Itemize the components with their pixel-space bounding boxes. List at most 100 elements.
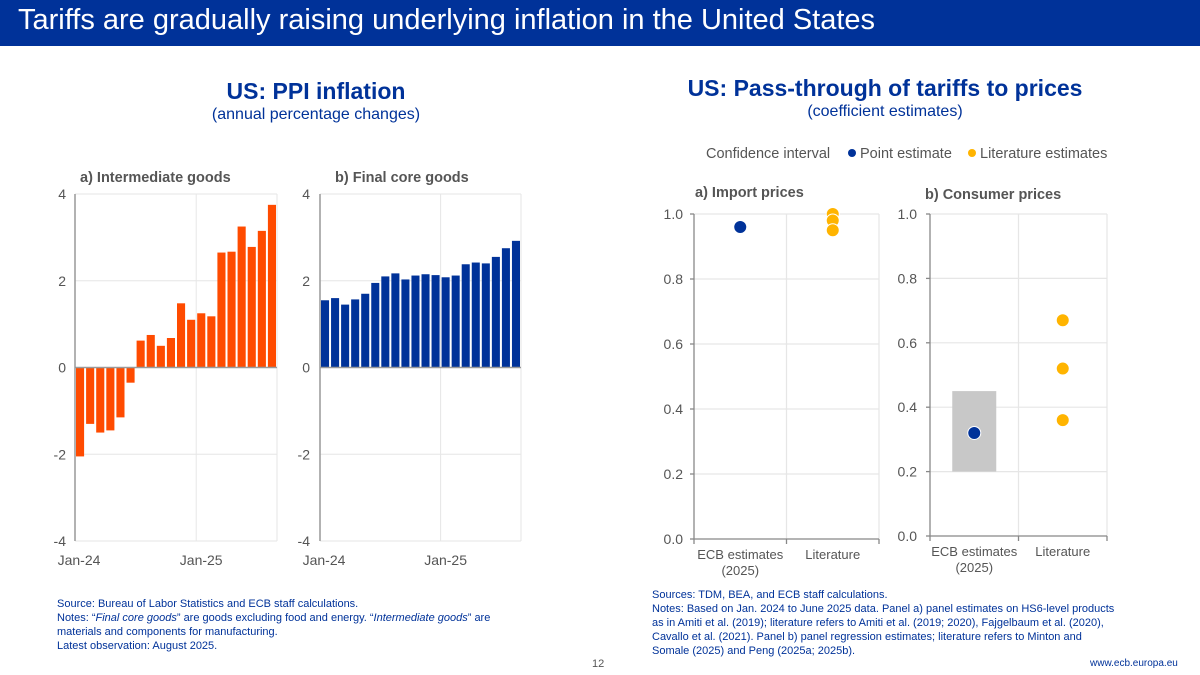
legend-point-estimate: Point estimate [860,146,952,162]
category-label: ECB estimates [697,547,783,562]
bar-Apr-24 [351,299,360,368]
category-label: ECB estimates [931,544,1017,559]
right-notes: Sources: TDM, BEA, and ECB staff calcula… [652,588,1122,658]
left-notes: Source: Bureau of Labor Statistics and E… [57,597,537,653]
bar-Mar-24 [96,367,105,433]
notes-mid: ” are goods excluding food and energy. “ [176,612,374,624]
left-latest-observation: Latest observation: August 2025. [57,640,218,652]
bar-Jun-25 [247,246,256,368]
y-tick-label: 0.8 [664,271,684,287]
y-tick-label: 0 [302,360,310,376]
y-tick-label: 0.0 [898,528,918,544]
category-label: Literature [1035,544,1090,559]
bar-Feb-24 [86,367,95,424]
bar-Mar-25 [461,264,470,368]
bar-Jan-25 [441,277,450,368]
legend-point-estimate-marker [848,149,856,157]
bar-Nov-24 [421,274,430,368]
bar-Jun-25 [491,256,500,368]
bar-Aug-25 [511,240,520,368]
point-estimate-dot [733,220,748,234]
bar-Sep-24 [156,345,165,368]
y-tick-label: 0.2 [664,466,684,482]
bar-Jan-24 [76,367,85,457]
category-label: (2025) [955,560,993,575]
notes-prefix: Notes: “ [57,612,96,624]
left-chart-title: US: PPI inflation [226,78,406,104]
legend-confidence-interval: Confidence interval [706,146,830,162]
bar-Mar-24 [341,304,350,368]
category-label: (2025) [721,563,759,578]
bar-Mar-25 [217,252,226,368]
y-tick-label: 2 [58,273,66,289]
y-tick-label: 1.0 [664,206,684,222]
literature-estimate-dot [1055,361,1070,376]
bar-Dec-24 [431,275,440,368]
y-tick-label: 2 [302,273,310,289]
y-tick-label: 0 [58,360,66,376]
y-tick-label: 0.4 [898,399,918,415]
y-tick-label: -2 [54,446,67,462]
bar-Jun-24 [371,282,380,368]
left-source: Source: Bureau of Labor Statistics and E… [57,598,359,610]
bar-Sep-24 [401,279,410,368]
bar-Apr-25 [227,251,236,368]
panel-title-final-core-goods: b) Final core goods [335,170,469,186]
x-tick-label: Jan-24 [58,552,101,568]
bar-Jul-24 [381,276,390,368]
y-tick-label: 0.2 [898,464,918,480]
bar-Apr-24 [106,367,115,431]
bar-Oct-24 [411,275,420,368]
bar-May-25 [237,226,246,368]
bar-Feb-25 [207,316,216,368]
y-tick-label: -4 [54,533,67,549]
bar-Jun-24 [126,367,135,383]
y-tick-label: 1.0 [898,206,918,222]
y-tick-label: 0.4 [664,401,684,417]
literature-estimate-dot [1055,313,1070,328]
bar-Aug-24 [391,273,400,368]
y-tick-label: 0.0 [664,531,684,547]
y-tick-label: 0.6 [898,335,918,351]
notes-intermediate-goods: Intermediate goods [373,612,468,624]
bar-Oct-24 [166,338,175,368]
y-tick-label: 0.8 [898,270,918,286]
ecb-url[interactable]: www.ecb.europa.eu [1090,658,1178,669]
x-tick-label: Jan-25 [180,552,223,568]
bar-May-25 [481,263,490,368]
legend-literature-estimates: Literature estimates [980,146,1107,162]
notes-final-core-goods: Final core goods [95,612,177,624]
final-core-goods-chart: 4 2 0 -2 -4 Jan-24 Jan-25 [298,186,522,568]
slide-title: Tariffs are gradually raising underlying… [18,4,876,36]
panel-title-intermediate-goods: a) Intermediate goods [80,170,231,186]
y-tick-label: 4 [58,186,66,202]
import-prices-chart: 1.0 0.8 0.6 0.4 0.2 0.0 ECB estimates(2025) Lit… [664,206,880,578]
bar-Apr-25 [471,262,480,368]
y-tick-label: 0.6 [664,336,684,352]
page-number: 12 [592,658,605,670]
bar-Jan-24 [321,300,330,368]
bar-Nov-24 [177,303,186,368]
point-estimate-dot [967,425,982,440]
bar-Jul-24 [136,340,145,368]
y-tick-label: 4 [302,186,310,202]
category-label: Literature [805,547,860,562]
panel-title-consumer-prices: b) Consumer prices [925,187,1061,203]
bar-Jan-25 [197,313,206,368]
consumer-prices-chart: 1.0 0.8 0.6 0.4 0.2 0.0 ECB estimates(2025) Lit… [898,206,1108,575]
literature-estimate-dot [825,223,840,238]
right-chart-subtitle: (coefficient estimates) [807,103,963,120]
bar-Aug-25 [267,204,276,368]
bar-Feb-25 [451,275,460,368]
bar-May-24 [361,293,370,368]
left-notes-text: Notes: “Final core goods” are goods excl… [57,611,537,639]
bar-Aug-24 [146,334,155,368]
bar-Jul-25 [501,248,510,368]
right-chart-title: US: Pass-through of tariffs to prices [687,75,1083,101]
right-notes-text: Notes: Based on Jan. 2024 to June 2025 d… [652,603,1115,657]
bar-May-24 [116,367,125,418]
x-tick-label: Jan-24 [303,552,346,568]
bar-Feb-24 [331,298,340,368]
notes-suffix: ” are materials and components for manuf… [57,612,491,638]
